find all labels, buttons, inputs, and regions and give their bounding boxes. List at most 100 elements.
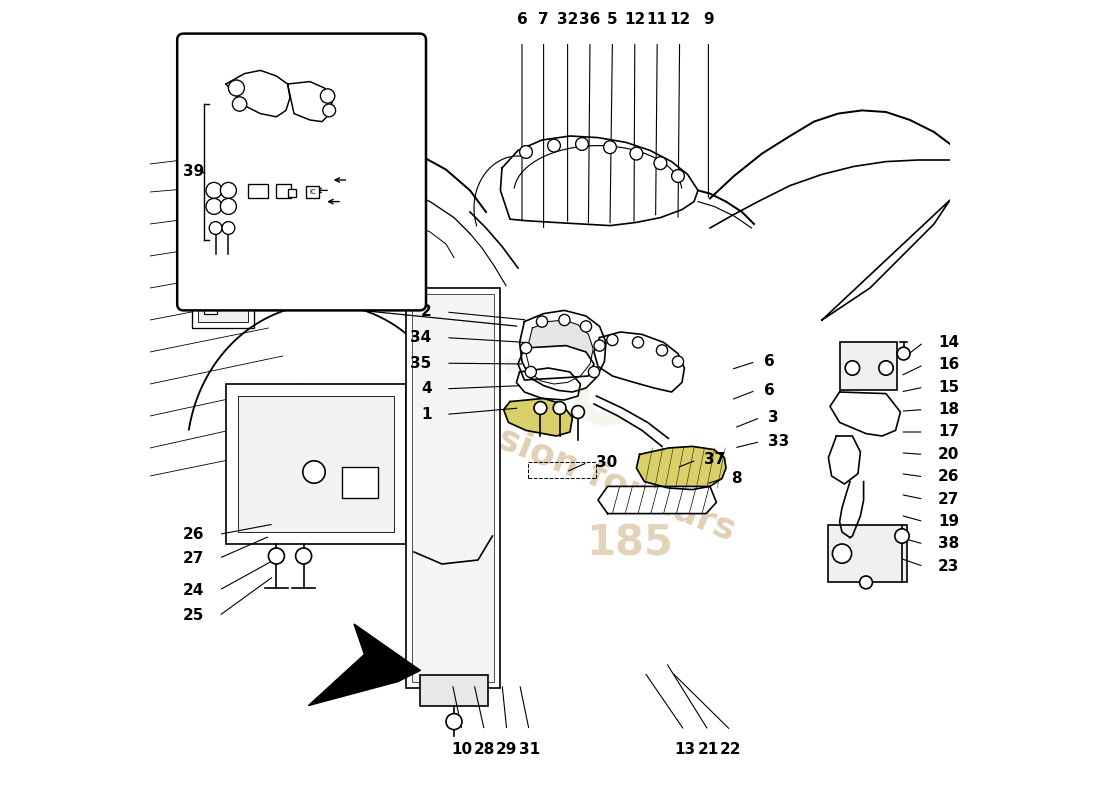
Text: 14: 14 xyxy=(938,335,959,350)
Polygon shape xyxy=(598,486,716,514)
Circle shape xyxy=(607,334,618,346)
Polygon shape xyxy=(828,436,860,484)
Text: 1: 1 xyxy=(421,407,431,422)
Bar xyxy=(198,288,248,322)
Text: 25: 25 xyxy=(183,609,205,623)
Text: 7: 7 xyxy=(538,12,549,27)
Bar xyxy=(828,525,906,582)
Circle shape xyxy=(898,347,910,360)
Polygon shape xyxy=(822,200,950,320)
Text: 33: 33 xyxy=(769,434,790,449)
Circle shape xyxy=(630,147,642,160)
Text: 28: 28 xyxy=(474,742,495,758)
Circle shape xyxy=(553,402,566,414)
Polygon shape xyxy=(526,320,593,384)
Bar xyxy=(839,342,898,390)
Circle shape xyxy=(534,402,547,414)
Circle shape xyxy=(232,97,246,111)
Circle shape xyxy=(320,89,334,103)
Text: 36: 36 xyxy=(580,12,601,27)
Text: 24: 24 xyxy=(183,583,205,598)
Circle shape xyxy=(879,361,893,375)
Circle shape xyxy=(296,548,311,564)
Bar xyxy=(238,396,394,532)
Circle shape xyxy=(537,316,548,327)
Circle shape xyxy=(222,222,234,234)
Text: 15: 15 xyxy=(938,380,959,394)
Circle shape xyxy=(581,321,592,332)
Text: 39: 39 xyxy=(183,165,204,179)
Bar xyxy=(191,282,254,328)
Circle shape xyxy=(672,356,683,367)
Text: 34: 34 xyxy=(410,330,431,345)
Text: 32: 32 xyxy=(557,12,579,27)
Polygon shape xyxy=(504,398,572,436)
Text: 22: 22 xyxy=(720,742,741,758)
Circle shape xyxy=(322,104,335,117)
Circle shape xyxy=(206,198,222,214)
Circle shape xyxy=(845,361,859,375)
Bar xyxy=(287,189,296,197)
Text: 11: 11 xyxy=(647,12,668,27)
Text: 26: 26 xyxy=(183,527,205,542)
Circle shape xyxy=(594,340,605,351)
Text: 3: 3 xyxy=(769,410,779,425)
Circle shape xyxy=(446,714,462,730)
Circle shape xyxy=(894,529,910,543)
Circle shape xyxy=(632,337,644,348)
Circle shape xyxy=(575,138,589,150)
Text: GTC: GTC xyxy=(433,356,635,444)
Circle shape xyxy=(302,461,326,483)
Polygon shape xyxy=(287,82,332,122)
Text: 12: 12 xyxy=(624,12,646,27)
Text: 38: 38 xyxy=(938,537,959,551)
Text: 30: 30 xyxy=(595,455,617,470)
Circle shape xyxy=(572,406,584,418)
Polygon shape xyxy=(226,70,290,117)
Polygon shape xyxy=(519,310,606,392)
Text: 23: 23 xyxy=(938,559,959,574)
Circle shape xyxy=(220,198,236,214)
Text: 6: 6 xyxy=(763,354,774,369)
Text: 185: 185 xyxy=(586,523,673,565)
Text: 5: 5 xyxy=(607,12,618,27)
Circle shape xyxy=(654,157,667,170)
Text: 9: 9 xyxy=(703,12,714,27)
Text: 8: 8 xyxy=(732,471,742,486)
Text: 29: 29 xyxy=(496,742,517,758)
Text: 17: 17 xyxy=(938,425,959,439)
Text: 19: 19 xyxy=(938,514,959,529)
Polygon shape xyxy=(637,446,726,490)
Bar xyxy=(412,294,494,682)
Circle shape xyxy=(519,146,532,158)
Circle shape xyxy=(859,576,872,589)
Circle shape xyxy=(525,366,537,378)
Polygon shape xyxy=(518,346,594,380)
Text: 13: 13 xyxy=(674,742,695,758)
Text: 18: 18 xyxy=(938,402,959,417)
Text: IC: IC xyxy=(309,189,316,195)
Text: 21: 21 xyxy=(697,742,719,758)
Bar xyxy=(406,288,500,688)
Polygon shape xyxy=(594,332,684,392)
FancyBboxPatch shape xyxy=(177,34,426,310)
Circle shape xyxy=(209,222,222,234)
Circle shape xyxy=(672,170,684,182)
Circle shape xyxy=(268,548,285,564)
Bar xyxy=(420,675,488,706)
Text: 6: 6 xyxy=(517,12,527,27)
Bar xyxy=(342,467,378,498)
Text: 16: 16 xyxy=(938,358,959,372)
Bar xyxy=(226,384,406,544)
Circle shape xyxy=(206,182,222,198)
Circle shape xyxy=(833,544,851,563)
Circle shape xyxy=(229,80,244,96)
Text: 27: 27 xyxy=(183,551,205,566)
Polygon shape xyxy=(500,136,698,226)
Circle shape xyxy=(657,345,668,356)
Text: 35: 35 xyxy=(410,356,431,370)
Text: 6: 6 xyxy=(763,383,774,398)
Text: a passion for cars: a passion for cars xyxy=(392,381,740,547)
Polygon shape xyxy=(830,392,901,436)
Circle shape xyxy=(588,366,600,378)
